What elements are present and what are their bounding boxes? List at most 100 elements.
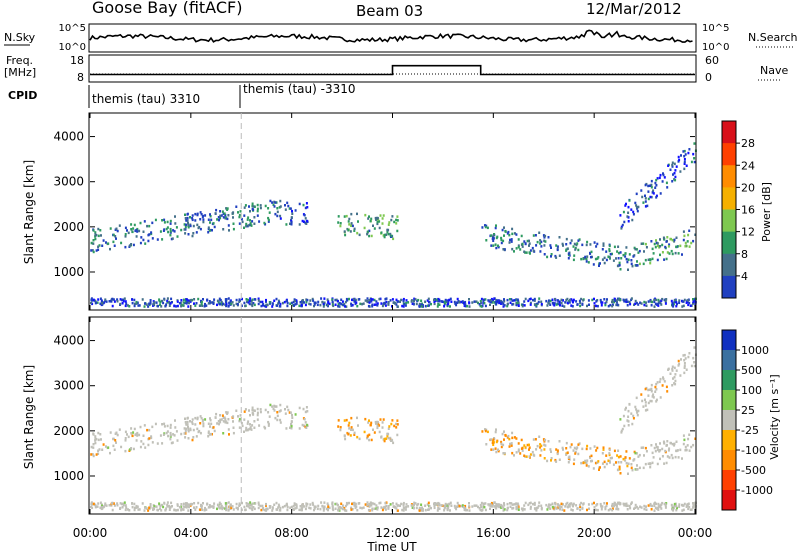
power-cell <box>693 142 696 145</box>
velocity-cell <box>683 359 686 362</box>
power-cell <box>614 299 617 302</box>
power-cell <box>586 304 588 308</box>
power-cell <box>643 300 646 304</box>
velocity-cell <box>124 504 127 507</box>
power-cell <box>510 240 513 243</box>
velocity-cell <box>229 504 232 507</box>
velocity-cell <box>484 508 487 512</box>
velocity-cell <box>678 503 681 506</box>
velocity-cell <box>305 426 308 429</box>
power-cell <box>339 224 342 228</box>
velocity-cell <box>125 506 128 509</box>
power-cell <box>172 229 175 232</box>
power-cell <box>251 220 254 223</box>
velocity-cell <box>567 461 570 464</box>
power-cell <box>124 304 127 308</box>
power-cell <box>413 297 416 301</box>
velocity-cell <box>620 429 623 433</box>
power-cell <box>524 297 527 301</box>
power-cell <box>263 221 266 225</box>
velocity-cell <box>341 504 344 507</box>
time-tick-1: 04:00 <box>174 526 209 540</box>
velocity-cell <box>622 502 625 506</box>
velocity-cell <box>690 445 693 449</box>
power-scale-tick-2: 20 <box>741 181 755 194</box>
velocity-cell <box>500 445 503 449</box>
power-cell <box>286 304 289 308</box>
power-cell <box>500 238 503 242</box>
velocity-cell <box>148 506 151 509</box>
power-cell <box>115 227 118 230</box>
velocity-cell <box>368 505 371 508</box>
velocity-cell <box>657 502 660 506</box>
velocity-cell <box>654 449 657 453</box>
velocity-cell <box>490 501 493 505</box>
power-cell <box>356 231 359 235</box>
power-cell <box>613 300 616 304</box>
power-cell <box>433 302 436 306</box>
power-cell <box>251 298 254 301</box>
power-scale-color-2 <box>722 165 736 188</box>
power-cell <box>312 299 315 302</box>
velocity-cell <box>95 505 98 508</box>
velocity-cell <box>624 459 627 462</box>
velocity-cell <box>184 429 187 433</box>
power-cell <box>136 230 139 233</box>
power-cell <box>247 298 250 302</box>
velocity-cell <box>172 433 175 436</box>
velocity-cell <box>675 508 678 512</box>
velocity-cell <box>290 425 293 428</box>
velocity-cell <box>586 444 589 448</box>
power-cell <box>138 304 141 307</box>
power-cell <box>588 303 590 306</box>
velocity-cell <box>149 503 152 506</box>
velocity-cell <box>356 435 359 439</box>
power-cell <box>182 301 185 304</box>
power-cell <box>590 255 592 259</box>
velocity-cell <box>688 433 691 436</box>
velocity-cell <box>381 508 384 512</box>
velocity-cell <box>185 427 187 431</box>
power-cell <box>279 205 282 208</box>
velocity-cell <box>259 410 262 414</box>
velocity-cell <box>639 505 642 508</box>
power-cell <box>356 212 358 216</box>
velocity-cell <box>533 507 536 510</box>
velocity-cell <box>299 505 302 508</box>
velocity-cell <box>133 508 136 512</box>
power-cell <box>681 305 684 308</box>
velocity-cell <box>260 508 263 512</box>
power-cell <box>661 243 664 247</box>
power-cell <box>539 239 542 242</box>
power-cell <box>517 304 520 307</box>
velocity-cell <box>373 502 376 506</box>
velocity-cell <box>411 506 414 509</box>
power-cell <box>320 297 323 300</box>
velocity-cell <box>664 504 667 507</box>
velocity-cell <box>650 444 653 447</box>
power-cell <box>196 212 199 216</box>
velocity-scale-color-2 <box>722 370 736 391</box>
power-cell <box>595 245 598 248</box>
velocity-cell <box>97 438 100 442</box>
velocity-cell <box>382 418 385 421</box>
power-cell <box>637 205 640 209</box>
power-cell <box>611 304 614 308</box>
power-cell <box>99 302 102 305</box>
velocity-cell <box>549 507 552 510</box>
velocity-cell <box>188 505 190 509</box>
velocity-cell <box>202 424 205 428</box>
velocity-cell <box>336 503 339 507</box>
velocity-cell <box>428 508 430 511</box>
velocity-cell <box>153 506 155 510</box>
velocity-cell <box>539 446 542 449</box>
power-cell <box>679 244 682 248</box>
velocity-cell <box>188 503 191 506</box>
velocity-cell <box>535 508 538 511</box>
velocity-cell <box>202 502 204 505</box>
power-cell <box>673 300 676 303</box>
power-cell <box>671 252 674 256</box>
velocity-cell <box>202 418 204 422</box>
velocity-cell <box>485 443 488 446</box>
power-cell <box>150 231 153 234</box>
